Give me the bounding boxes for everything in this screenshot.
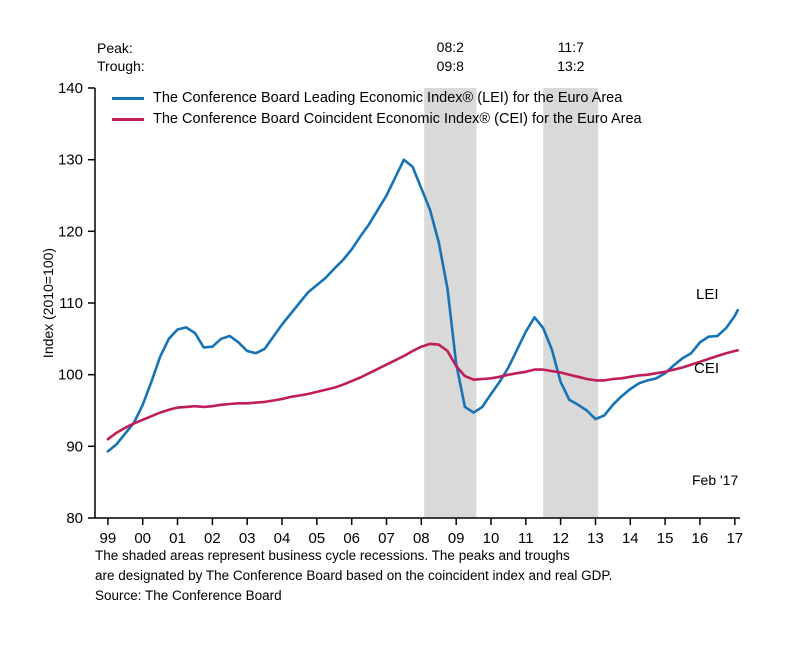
trough-row-label: Trough:	[97, 58, 145, 74]
x-tick-label: 12	[552, 530, 569, 547]
x-tick-label: 11	[518, 530, 534, 547]
y-tick-label: 100	[58, 367, 83, 384]
y-tick-label: 90	[66, 438, 83, 455]
cei-line-swatch	[112, 117, 144, 121]
x-tick-label: 00	[134, 530, 151, 547]
legend-item-lei: The Conference Board Leading Economic In…	[112, 90, 642, 106]
x-tick-label: 99	[100, 530, 117, 547]
recession-band	[543, 88, 599, 518]
cei-series-label: CEI	[694, 360, 720, 377]
lei-series-label: LEI	[696, 286, 719, 303]
lei-line	[106, 158, 740, 453]
y-tick-label: 110	[59, 295, 83, 312]
x-tick-label: 15	[657, 530, 674, 547]
lei-line-swatch	[112, 96, 144, 100]
recession-trough-date: 09:8	[437, 58, 464, 74]
x-tick-label: 08	[413, 530, 430, 547]
latest-date-label: Feb '17	[692, 472, 739, 488]
footnotes: The shaded areas represent business cycl…	[95, 546, 612, 606]
x-tick-label: 09	[448, 530, 465, 547]
y-tick-label: 80	[66, 510, 83, 527]
x-tick-label: 07	[378, 530, 395, 547]
x-tick-label: 14	[622, 530, 639, 547]
y-tick-label: 140	[58, 80, 83, 97]
x-tick-label: 06	[343, 530, 360, 547]
legend-label-cei: The Conference Board Coincident Economic…	[153, 111, 642, 127]
x-tick-label: 10	[483, 530, 500, 547]
legend-label-lei: The Conference Board Leading Economic In…	[153, 90, 623, 106]
x-tick-label: 17	[726, 530, 743, 547]
x-tick-label: 01	[169, 530, 186, 547]
y-tick-label: 130	[58, 152, 83, 169]
recession-peak-date: 08:2	[437, 39, 464, 55]
cei-line	[106, 342, 740, 441]
peak-row-label: Peak:	[97, 40, 133, 56]
footnote-line-2: are designated by The Conference Board b…	[95, 568, 613, 583]
legend-item-cei: The Conference Board Coincident Economic…	[112, 111, 642, 127]
footnote-line-3: Source: The Conference Board	[95, 588, 282, 603]
x-tick-label: 13	[587, 530, 604, 547]
legend: The Conference Board Leading Economic In…	[112, 90, 642, 127]
y-axis-title: Index (2010=100)	[40, 247, 56, 359]
x-tick-label: 05	[308, 530, 325, 547]
x-tick-label: 03	[239, 530, 256, 547]
y-tick-label: 120	[58, 223, 83, 240]
footnote-line-1: The shaded areas represent business cycl…	[95, 548, 570, 563]
x-tick-label: 04	[274, 530, 291, 547]
recession-peak-date: 11:7	[558, 39, 584, 55]
x-tick-label: 16	[692, 530, 709, 547]
x-tick-label: 02	[204, 530, 221, 547]
recession-trough-date: 13:2	[557, 58, 584, 74]
